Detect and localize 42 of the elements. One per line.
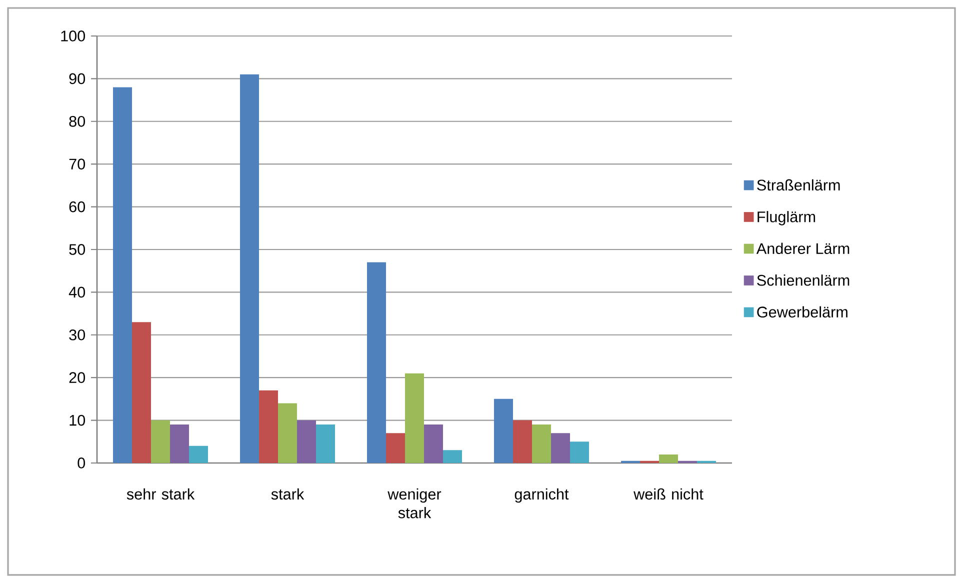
y-tick-label: 90 <box>69 73 86 84</box>
bar <box>532 424 552 463</box>
bar <box>259 390 278 463</box>
y-tick-label: 0 <box>78 458 86 468</box>
y-tick-label: 30 <box>69 329 86 340</box>
x-tick-label: garnicht <box>514 488 569 503</box>
bar <box>513 420 532 463</box>
legend-label: Fluglärm <box>758 211 816 226</box>
bar <box>443 450 462 463</box>
y-tick-label: 80 <box>69 116 86 127</box>
y-tick-label: 10 <box>70 414 86 426</box>
bar <box>240 74 260 463</box>
bar <box>189 446 208 463</box>
bar <box>132 322 152 463</box>
y-tick-label: 20 <box>69 372 86 384</box>
x-tick-label: sehr stark <box>126 488 195 500</box>
legend-label: Schienenlärm <box>757 274 850 286</box>
bar <box>367 262 386 463</box>
y-tick-label: 100 <box>61 30 86 42</box>
bar <box>170 424 190 463</box>
bar <box>551 433 570 463</box>
bar <box>297 420 316 463</box>
bar <box>113 87 132 463</box>
y-tick-label: 60 <box>69 201 86 212</box>
bar <box>278 403 298 463</box>
y-tick-label: 50 <box>69 244 86 255</box>
legend-label: Anderer Lärm <box>756 242 850 254</box>
bar <box>405 373 424 463</box>
bar <box>316 424 336 463</box>
y-tick-label: 40 <box>68 286 86 298</box>
x-tick-label: weniger stark <box>388 488 442 518</box>
y-tick-label: 70 <box>69 158 86 170</box>
x-tick-label: stark <box>271 488 304 500</box>
bar <box>386 433 406 463</box>
legend-label: Gewerbelärm <box>757 306 848 318</box>
bar <box>151 420 170 463</box>
bar <box>659 454 678 463</box>
bar <box>494 398 514 463</box>
legend-label: Straßenlärm <box>757 179 840 191</box>
bar <box>570 442 590 463</box>
x-tick-label: weiß nicht <box>634 488 704 500</box>
bar <box>424 424 444 463</box>
